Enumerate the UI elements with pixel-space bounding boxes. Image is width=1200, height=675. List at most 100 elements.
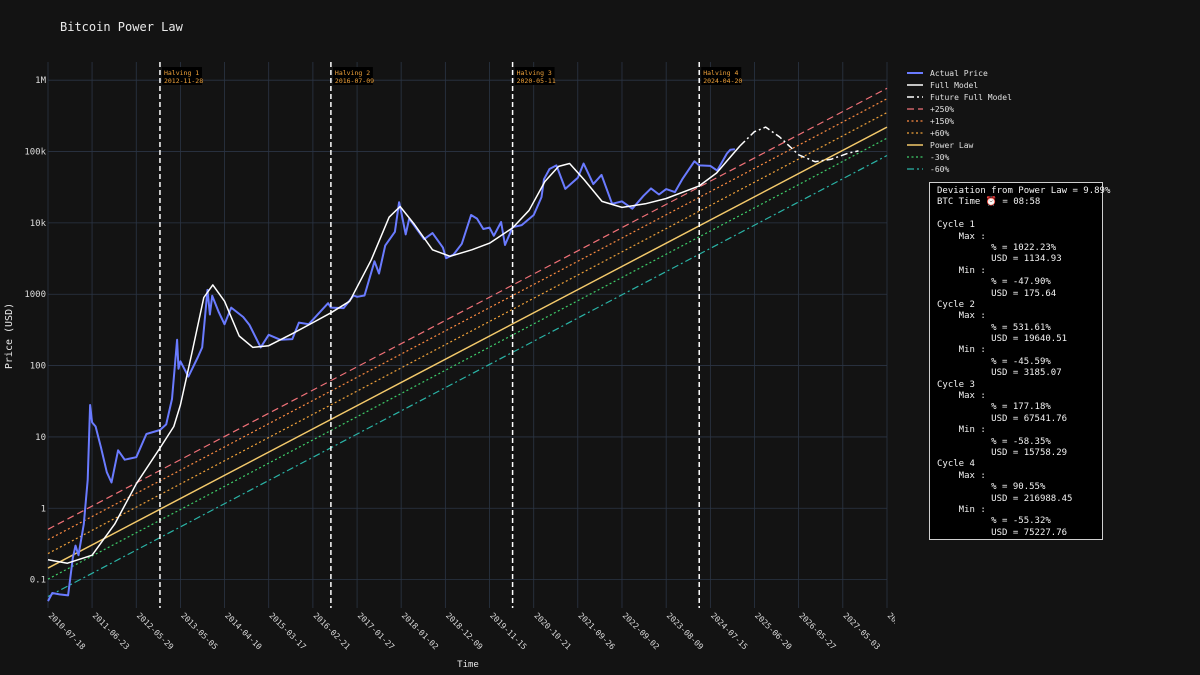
halving-label: Halving 4 [703,69,738,77]
legend-item: -60% [906,163,1012,175]
x-tick-label: 2020-10-21 [532,611,573,652]
stats-line: USD = 15758.29 [937,447,1068,458]
stats-line: USD = 75227.76 [937,527,1068,538]
stats-line: Min : [937,345,986,356]
stats-line: % = 531.61% [937,322,1051,333]
stats-line: Max : [937,311,986,322]
band-line [47,126,888,569]
x-tick-label: 2015-03-17 [267,611,308,652]
series-line [47,148,736,602]
legend-item: +60% [906,127,1012,139]
legend-label: +60% [930,128,950,138]
band-line [47,87,888,530]
legend-swatch [907,108,923,110]
stats-line: USD = 3185.07 [937,368,1062,379]
legend-item: Power Law [906,139,1012,151]
x-tick-label: 2028-04-08 [886,611,895,652]
legend-swatch [907,84,923,86]
x-tick-label: 2018-01-02 [400,611,441,652]
stats-line: Max : [937,231,986,242]
legend-swatch [907,132,923,134]
stats-line [937,209,1102,220]
stats-line: BTC Time ⏰ = 08:58 [937,197,1041,208]
legend-label: Power Law [930,140,974,150]
legend-label: Future Full Model [930,92,1012,102]
band-line [47,137,888,580]
stats-line: USD = 216988.45 [937,493,1073,504]
stats-line: Min : [937,265,986,276]
stats-line: Cycle 2 [937,299,975,310]
stats-line: % = -45.59% [937,356,1051,367]
x-axis-label: Time [457,660,479,670]
stats-line: Min : [937,504,986,515]
halving-date: 2024-04-20 [703,77,742,85]
halving-label-box [332,67,373,85]
stats-line: Deviation from Power Law = 9.89% [937,186,1111,196]
stats-line: % = 177.18% [937,402,1051,413]
legend: Actual Price Full Model Future Full Model +… [906,67,1012,175]
halving-label-box [161,67,202,85]
y-tick-label: 10k [30,219,47,229]
halving-label: Halving 1 [164,69,199,77]
x-tick-label: 2016-02-21 [311,611,352,652]
band-line [47,98,888,541]
stats-line: % = -58.35% [937,436,1051,447]
band-line [47,112,888,555]
legend-swatch [907,168,923,170]
x-tick-label: 2018-12-09 [444,611,485,652]
stats-line: Cycle 1 [937,220,975,231]
x-tick-label: 2019-11-15 [488,611,529,652]
series-lines [47,126,859,602]
x-tick-label: 2027-05-03 [841,611,882,652]
legend-label: -30% [930,152,950,162]
legend-swatch [907,156,923,158]
stats-line: Max : [937,391,986,402]
x-tick-label: 2013-05-05 [179,611,220,652]
legend-item: +150% [906,115,1012,127]
x-tick-label: 2012-05-29 [135,611,176,652]
x-tick-label: 2010-07-18 [47,611,88,652]
y-tick-label: 1M [35,76,46,86]
legend-item: Future Full Model [906,91,1012,103]
y-tick-label: 100 [30,362,46,372]
y-tick-label: 10 [35,433,46,443]
legend-item: -30% [906,151,1012,163]
legend-label: -60% [930,164,950,174]
band-lines [47,87,888,598]
halving-date: 2020-05-11 [517,77,556,85]
halving-date: 2012-11-28 [164,77,203,85]
halving-date: 2016-07-09 [335,77,374,85]
legend-label: +150% [930,116,955,126]
x-tick-label: 2014-04-10 [223,611,264,652]
stats-line: Max : [937,470,986,481]
x-tick-label: 2024-07-15 [709,611,750,652]
legend-swatch [907,120,923,122]
y-tick-label: 1 [41,504,46,514]
x-tick-label: 2023-08-09 [665,611,706,652]
stats-line: Cycle 4 [937,459,975,470]
halving-label: Halving 3 [517,69,552,77]
series-line [739,126,859,163]
legend-swatch [907,96,923,98]
legend-swatch [907,72,923,74]
halving-label-box [514,67,555,85]
x-tick-label: 2026-05-27 [797,611,838,652]
x-tick-label: 2021-09-26 [576,611,617,652]
y-tick-label: 100k [24,148,46,158]
halving-label: Halving 2 [335,69,370,77]
legend-label: Full Model [930,80,979,90]
stats-line: USD = 1134.93 [937,254,1062,265]
stats-panel: Deviation from Power Law = 9.89% BTC Time… [929,182,1111,540]
y-tick-label: 0.1 [30,576,46,586]
legend-item: +250% [906,103,1012,115]
y-tick-label: 1000 [24,290,46,300]
stats-line: % = 90.55% [937,482,1046,493]
stats-line: % = -47.90% [937,277,1051,288]
y-axis-label: Price (USD) [4,303,15,369]
x-tick-label: 2022-09-02 [621,611,662,652]
legend-item: Actual Price [906,67,1012,79]
stats-line: % = -55.32% [937,516,1051,527]
x-tick-label: 2025-06-20 [753,611,794,652]
